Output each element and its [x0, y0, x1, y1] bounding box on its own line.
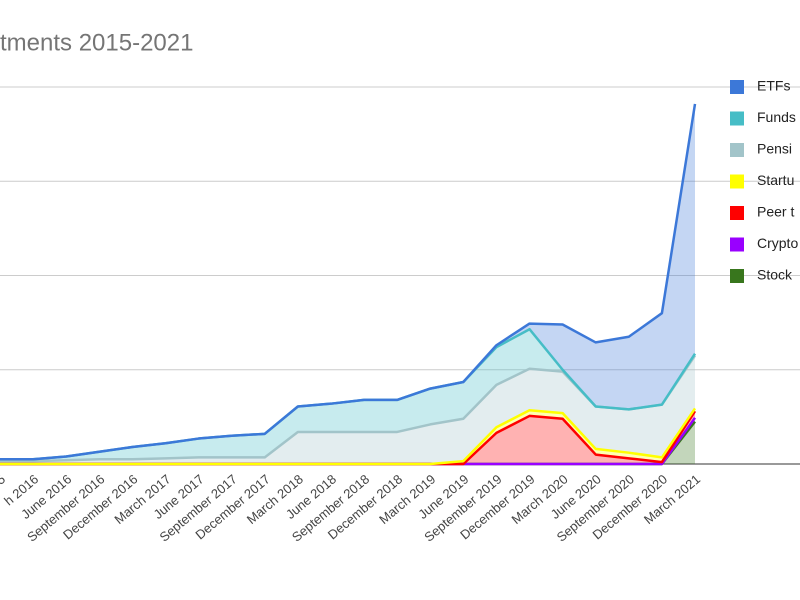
x-tick-label: 5 — [0, 471, 8, 487]
area-fill — [0, 329, 695, 462]
area-fill — [0, 355, 695, 464]
legend-label: Crypto — [757, 235, 798, 251]
area-fill — [0, 411, 695, 464]
legend-swatch — [730, 269, 744, 283]
legend-swatch — [730, 111, 744, 126]
legend-label: Funds — [757, 109, 796, 125]
legend-swatch — [730, 143, 744, 157]
chart-title: tments 2015-2021 — [0, 29, 193, 56]
series-line — [0, 407, 697, 466]
legend-label: Stock — [757, 267, 793, 283]
series-line — [0, 103, 697, 461]
legend-label: Startu — [757, 172, 794, 188]
legend-swatch — [730, 206, 744, 220]
legend-swatch — [730, 174, 744, 189]
legend-label: Peer t — [757, 204, 794, 220]
legend-swatch — [730, 80, 744, 94]
legend-label: ETFs — [757, 78, 790, 94]
legend-swatch — [730, 237, 744, 252]
legend-label: Pensi — [757, 141, 792, 157]
